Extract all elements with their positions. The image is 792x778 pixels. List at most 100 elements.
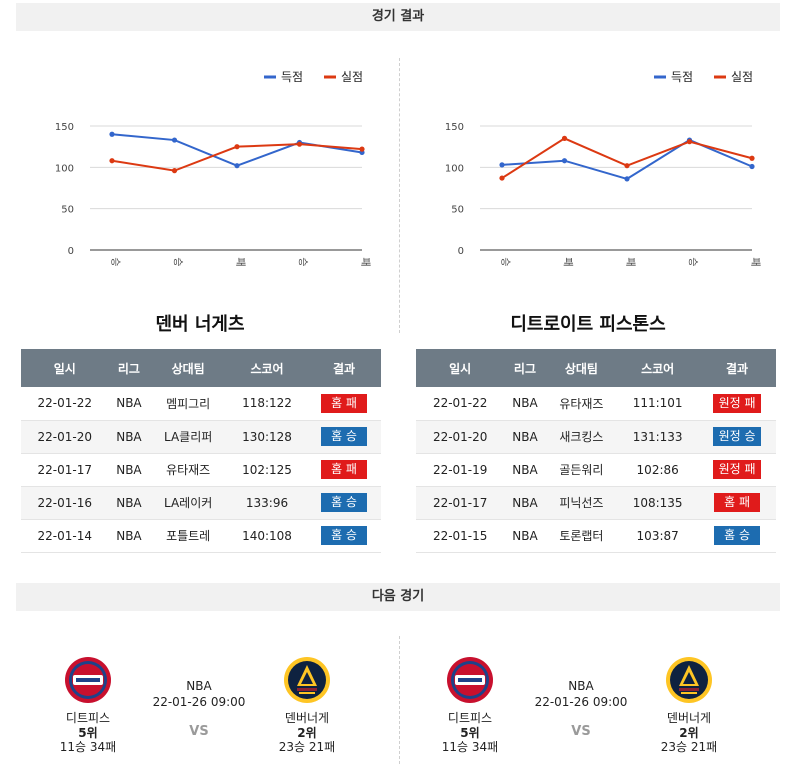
x-tick-label: 승 [109, 257, 121, 266]
x-tick-label: 패 [234, 257, 246, 266]
header-opponent: 상대팀 [149, 349, 227, 387]
series-line [501, 138, 753, 180]
header-score: 스코어 [617, 349, 699, 387]
league-cell: NBA [504, 387, 546, 421]
result-badge: 원정 승 [713, 427, 762, 446]
data-point [171, 137, 178, 143]
next-match-card: 디트피스 5위 11승 34패 NBA 22-01-26 09:00 VS 덴버… [16, 650, 396, 765]
data-point [499, 162, 505, 168]
data-point [624, 176, 630, 182]
match-datetime: 22-01-26 09:00 [534, 695, 628, 709]
header-result: 결과 [307, 349, 381, 387]
result-badge: 홈 패 [321, 393, 368, 413]
team-rank: 5위 [460, 726, 480, 740]
header-score: 스코어 [226, 349, 308, 387]
home-team: 디트피스 5위 11승 34패 [33, 650, 143, 754]
legend-label: 실점 [731, 70, 753, 84]
away-team: 덴버너게 2위 23승 21패 [252, 650, 362, 754]
pistons-logo-icon [65, 657, 111, 703]
x-tick-label: 승 [687, 257, 699, 266]
table-row: 22-01-20 NBA 새크킹스 131:133 원정 승 [416, 420, 776, 454]
header-date: 일시 [416, 349, 505, 387]
date-cell: 22-01-15 [416, 519, 505, 553]
column-divider [399, 636, 400, 764]
opponent-cell: LA클리퍼 [149, 420, 227, 454]
column-divider [399, 58, 400, 333]
team-record: 11승 34패 [441, 740, 499, 754]
opponent-cell: 골든워리 [545, 453, 618, 487]
vs-label: VS [571, 724, 591, 739]
team-record: 23승 21패 [660, 740, 718, 754]
league-cell: NBA [504, 486, 546, 520]
result-cell: 홈 승 [307, 420, 381, 454]
series-line [501, 137, 753, 179]
table-header-row: 일시 리그 상대팀 스코어 결과 [21, 349, 381, 387]
x-tick-label: 패 [562, 257, 574, 266]
data-point [234, 144, 240, 150]
data-point [171, 168, 178, 174]
opponent-cell: 멤피그리 [149, 387, 227, 421]
result-cell: 원정 패 [698, 453, 776, 487]
chart-svg: 득점 실점 0 50 100 150 승 패 패 승 패 [445, 70, 761, 267]
vs-label: VS [189, 724, 209, 739]
y-tick-label: 100 [445, 163, 464, 174]
score-cell: 111:101 [617, 387, 699, 421]
team-name: 덴버너게 [284, 711, 330, 725]
x-tick-label: 패 [359, 257, 371, 266]
legend-label: 득점 [281, 70, 303, 84]
result-cell: 홈 패 [307, 453, 381, 487]
result-cell: 홈 패 [698, 486, 776, 520]
table-row: 22-01-20 NBA LA클리퍼 130:128 홈 승 [21, 420, 381, 454]
match-league: NBA [568, 679, 594, 693]
header-result: 결과 [698, 349, 776, 387]
opponent-cell: LA레이커 [149, 486, 227, 520]
match-info: NBA 22-01-26 09:00 [526, 678, 636, 710]
pistons-logo-icon [447, 657, 493, 703]
league-cell: NBA [504, 519, 546, 553]
score-cell: 102:125 [226, 453, 308, 487]
result-cell: 홈 승 [307, 519, 381, 553]
table-row: 22-01-16 NBA LA레이커 133:96 홈 승 [21, 486, 381, 520]
table-row: 22-01-17 NBA 피닉선즈 108:135 홈 패 [416, 486, 776, 520]
table-row: 22-01-15 NBA 토론랩터 103:87 홈 승 [416, 519, 776, 553]
team-name: 디트피스 [447, 711, 493, 725]
header-league: 리그 [108, 349, 150, 387]
denver-score-chart: 득점 실점 0 50 100 150 승 승 패 승 패 [10, 60, 390, 280]
data-point [109, 131, 115, 137]
y-tick-label: 50 [451, 205, 464, 216]
result-badge: 홈 패 [321, 460, 368, 479]
next-game-section-header: 다음 경기 [16, 583, 780, 611]
result-badge: 홈 패 [714, 493, 761, 512]
result-cell: 원정 패 [698, 387, 776, 421]
result-badge: 홈 승 [714, 526, 761, 545]
score-cell: 130:128 [226, 420, 308, 454]
nuggets-logo-icon [284, 657, 330, 703]
league-cell: NBA [108, 486, 150, 520]
result-cell: 홈 패 [307, 387, 381, 421]
score-cell: 118:122 [226, 387, 308, 421]
results-section-header: 경기 결과 [16, 3, 780, 31]
home-team: 디트피스 5위 11승 34패 [415, 650, 525, 754]
table-row: 22-01-22 NBA 멤피그리 118:122 홈 패 [21, 387, 381, 421]
date-cell: 22-01-14 [21, 519, 109, 553]
team-title-detroit: 디트로이트 피스톤스 [510, 314, 666, 335]
x-tick-label: 패 [624, 257, 636, 266]
table-header-row: 일시 리그 상대팀 스코어 결과 [416, 349, 776, 387]
team-title-denver: 덴버 너게츠 [155, 314, 245, 335]
date-cell: 22-01-16 [21, 486, 109, 520]
league-cell: NBA [504, 420, 546, 454]
table-row: 22-01-19 NBA 골든워리 102:86 원정 패 [416, 453, 776, 487]
result-badge: 원정 패 [713, 393, 762, 413]
table-row: 22-01-17 NBA 유타재즈 102:125 홈 패 [21, 453, 381, 487]
team-record: 11승 34패 [59, 740, 117, 754]
data-point [359, 146, 365, 152]
table-row: 22-01-14 NBA 포틀트레 140:108 홈 승 [21, 519, 381, 553]
detroit-score-chart: 득점 실점 0 50 100 150 승 패 패 승 패 [400, 60, 780, 280]
data-point [686, 139, 693, 145]
score-cell: 102:86 [617, 453, 699, 487]
legend-label: 득점 [671, 70, 693, 84]
result-cell: 홈 승 [698, 519, 776, 553]
data-point [624, 163, 630, 169]
team-rank: 5위 [78, 726, 98, 740]
date-cell: 22-01-20 [21, 420, 109, 454]
